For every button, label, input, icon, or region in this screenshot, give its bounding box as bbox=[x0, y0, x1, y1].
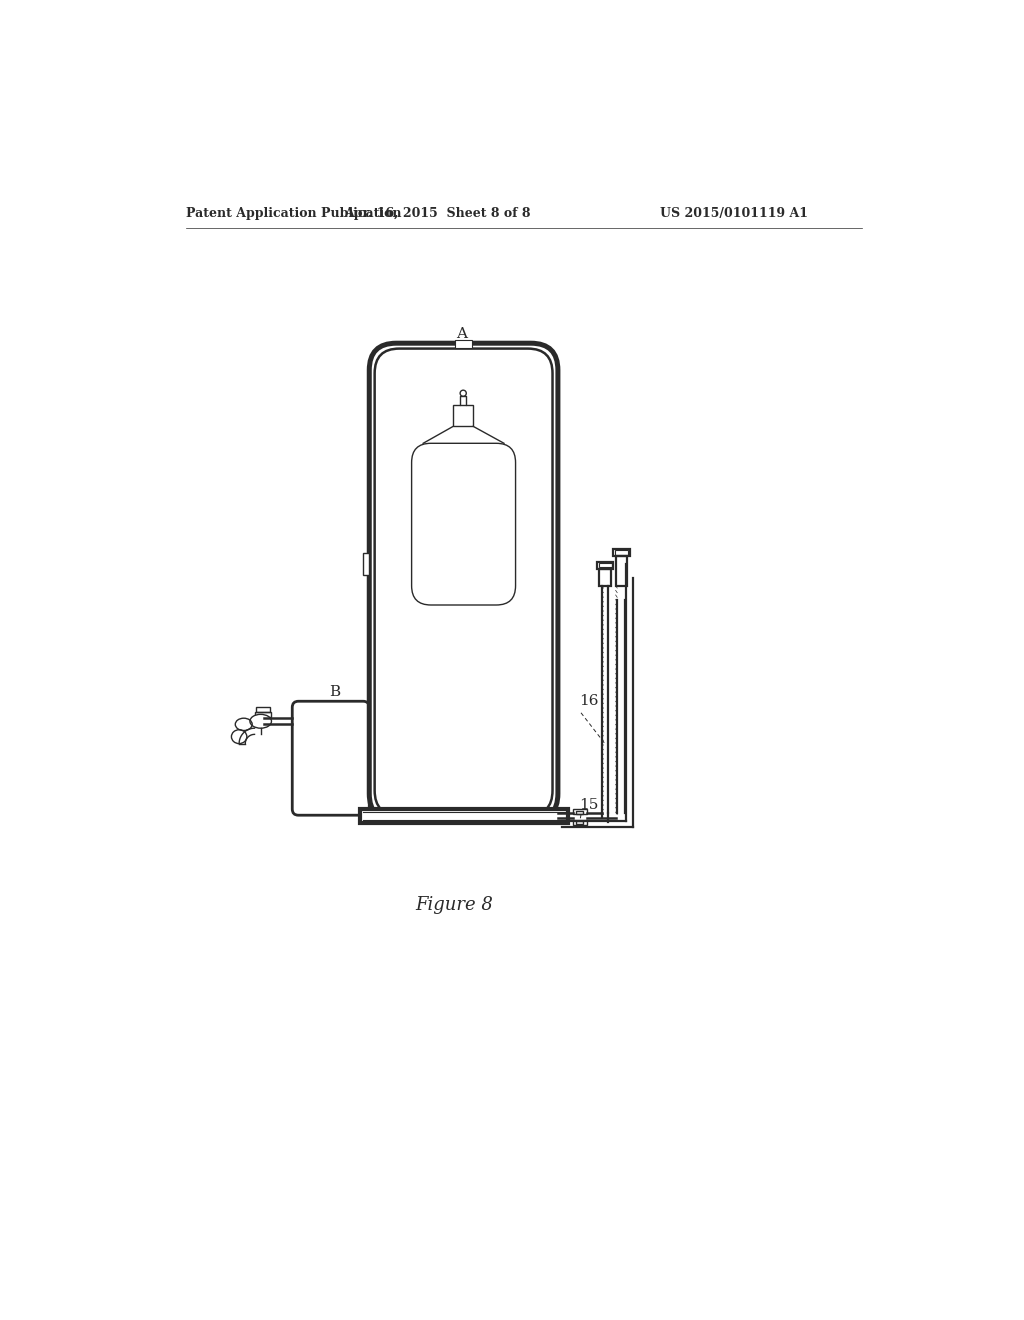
FancyBboxPatch shape bbox=[370, 343, 558, 821]
Text: A: A bbox=[456, 327, 467, 341]
Bar bbox=[599, 564, 611, 568]
Ellipse shape bbox=[250, 714, 271, 729]
Text: Apr. 16, 2015  Sheet 8 of 8: Apr. 16, 2015 Sheet 8 of 8 bbox=[344, 207, 530, 220]
Bar bbox=[573, 820, 587, 825]
Bar bbox=[599, 569, 611, 586]
Bar bbox=[573, 809, 587, 814]
Bar bbox=[575, 821, 584, 825]
Bar bbox=[575, 810, 584, 813]
Circle shape bbox=[460, 391, 466, 396]
Bar bbox=[615, 557, 628, 586]
Bar bbox=[360, 809, 568, 822]
Text: US 2015/0101119 A1: US 2015/0101119 A1 bbox=[660, 207, 808, 220]
Bar bbox=[597, 562, 613, 569]
Text: 16: 16 bbox=[579, 694, 598, 709]
Bar bbox=[256, 708, 270, 711]
Bar bbox=[255, 711, 271, 717]
Text: 15: 15 bbox=[579, 799, 598, 812]
Text: B: B bbox=[329, 685, 340, 700]
Bar bbox=[613, 549, 630, 557]
Text: Figure 8: Figure 8 bbox=[415, 896, 493, 915]
Bar bbox=[614, 550, 628, 554]
Text: Patent Application Publication: Patent Application Publication bbox=[186, 207, 401, 220]
Bar bbox=[364, 553, 370, 574]
Bar bbox=[455, 341, 472, 348]
Bar bbox=[454, 405, 473, 426]
